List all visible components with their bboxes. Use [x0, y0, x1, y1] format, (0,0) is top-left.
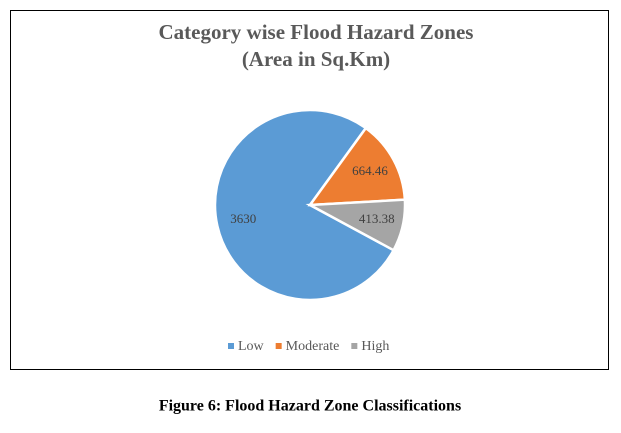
data-label: 3630 — [230, 211, 256, 226]
data-label: 664.46 — [352, 163, 388, 178]
legend-swatch — [228, 343, 234, 349]
pie-slice — [307, 126, 407, 207]
legend-label: Moderate — [286, 339, 340, 354]
legend-swatch — [275, 343, 282, 349]
pie-slice — [213, 108, 396, 302]
chart-subtitle: (Area in Sq.Km) — [242, 47, 390, 71]
legend-swatch — [351, 343, 358, 349]
chart-title: Category wise Flood Hazard Zones — [159, 20, 474, 44]
legend-label: Low — [238, 339, 265, 354]
data-label: 413.38 — [359, 211, 395, 226]
figure-caption: Figure 6: Flood Hazard Zone Classificati… — [159, 398, 461, 415]
legend-label: High — [361, 339, 389, 354]
pie-slice — [305, 198, 407, 252]
